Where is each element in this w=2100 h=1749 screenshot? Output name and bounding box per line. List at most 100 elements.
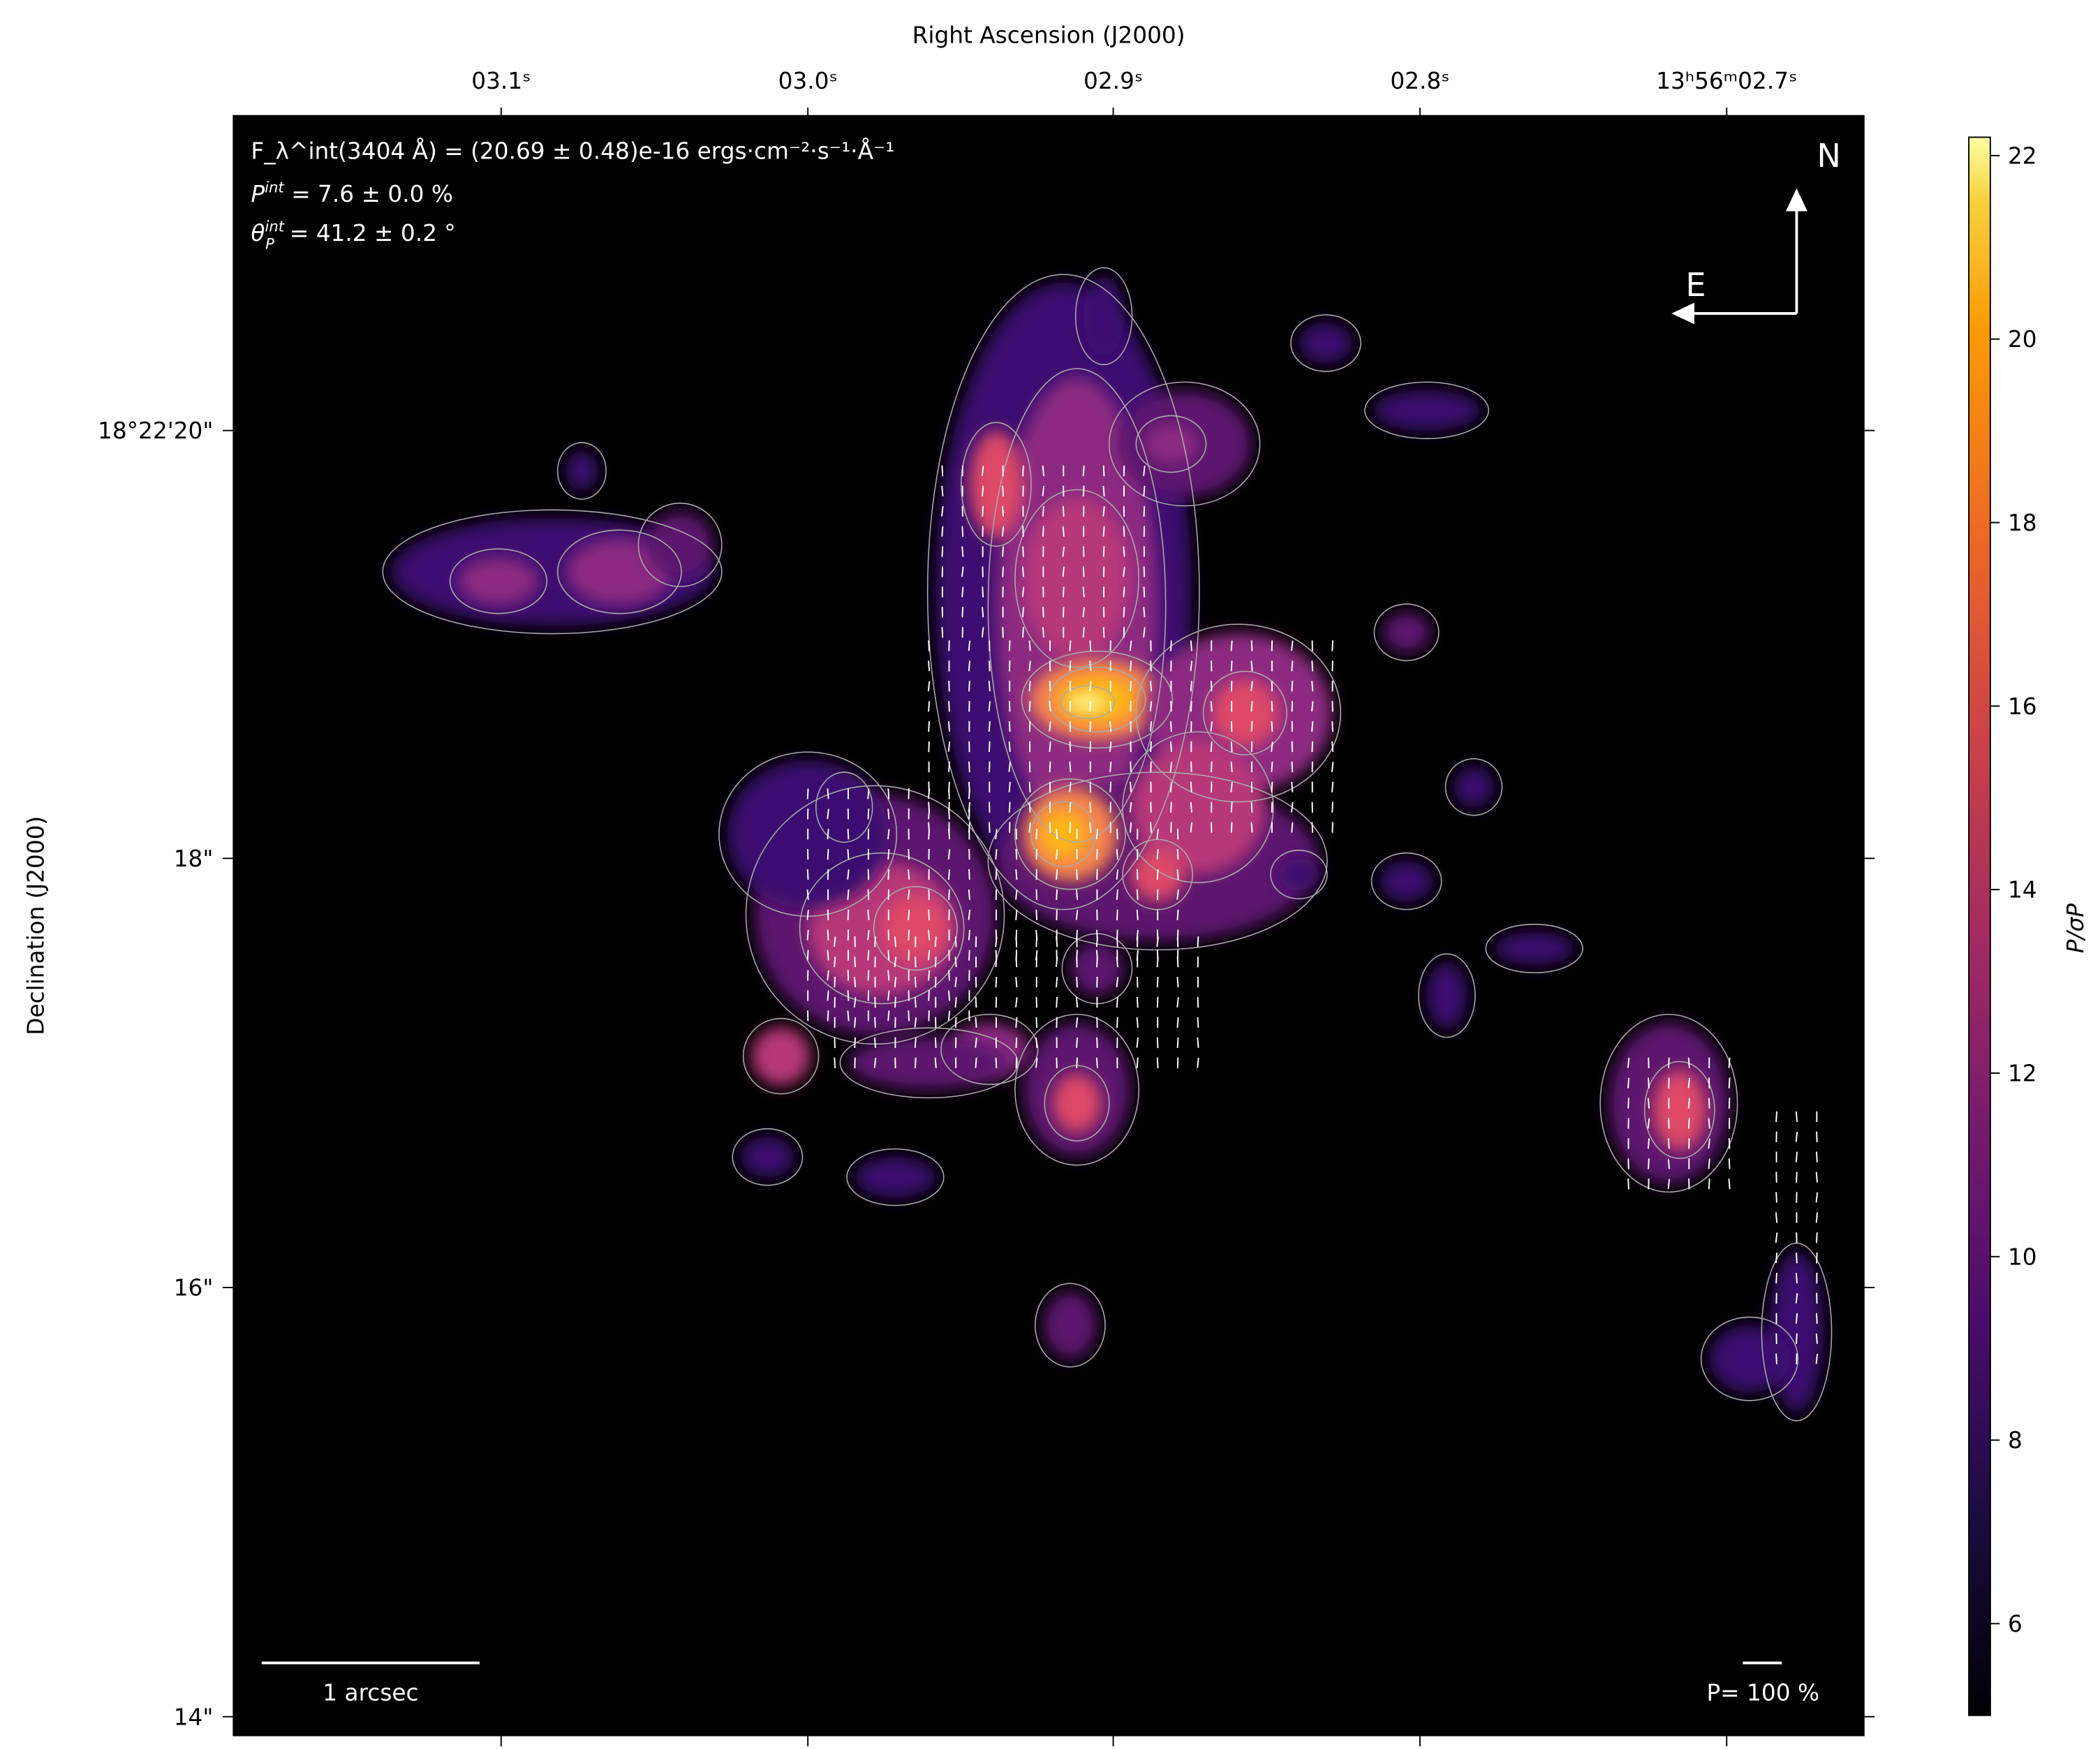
contour-line [1109,381,1261,507]
polarization-vector [887,829,890,840]
polarization-vector [1775,1192,1777,1203]
polarization-vector [894,996,896,1008]
polarization-vector [1049,721,1051,732]
polarization-vector [988,701,991,711]
polarization-vector [1796,1253,1798,1264]
polarization-vector [941,505,944,517]
polarization-vector [853,997,857,1008]
emission-region [1373,390,1481,431]
emission-region [1068,694,1107,711]
polarization-vector [1130,761,1132,772]
emission-region [1454,767,1494,808]
polarization-vector [1331,640,1334,651]
contour-layer [382,267,1833,1422]
polarization-vector [1210,701,1213,712]
contour-line [926,274,1200,910]
colorbar-label: P/σP [2062,903,2089,954]
polarization-vector [1190,661,1193,672]
polarization-vector [1102,485,1105,496]
contour-line [1761,1242,1833,1422]
polarization-vector [1331,741,1334,752]
polarization-vector [894,936,896,947]
polarization-vector [1795,1293,1798,1304]
vector-scale-label: P= 100 % [1706,1680,1819,1706]
polarization-vector [1116,849,1118,860]
contour-line [846,1148,945,1206]
polarization-vector [1136,996,1139,1008]
contour-line [961,422,1032,547]
polarization-vector [1230,781,1233,792]
polarization-vector [1708,1098,1710,1109]
polarization-vector [1197,1057,1199,1068]
polarization-vector [1102,526,1105,537]
colorbar-tick-label: 20 [2008,326,2037,353]
polarization-vector [1197,1017,1199,1028]
polarization-vector [1136,1038,1139,1048]
polarization-vector [1627,1179,1629,1190]
polarization-vector [1627,1098,1629,1109]
contour-line [987,368,1167,843]
polarization-vector [847,909,850,920]
heatmap-layer [390,276,1824,1413]
polarization-vector [1627,1077,1630,1088]
polarization-vector [981,627,984,638]
polarization-vector [887,1010,890,1021]
contour-line [1290,314,1361,372]
contour-line [1014,489,1139,668]
contour-line [1418,953,1476,1038]
polarization-vector [827,929,829,940]
polarization-vector [1035,929,1038,940]
polarization-vector [1250,661,1253,672]
polarization-vector [1136,950,1139,961]
polarization-vector [1062,526,1065,537]
polarization-vector [1331,721,1334,732]
polarization-vector [867,929,870,940]
polarization-vector [914,1037,917,1048]
polarization-vector [961,526,964,537]
polarization-vector [1123,526,1125,537]
emission-region [646,511,714,579]
emission-region [1426,961,1467,1030]
polarization-vector [1123,566,1125,577]
emission-region [1043,1291,1097,1359]
contour-line [449,548,548,614]
polarization-vector [1109,700,1112,712]
polarization-vector [1176,1017,1179,1028]
polarization-vector [1069,822,1072,833]
polarization-annotation: Pint = 7.6 ± 0.0 % [251,179,453,207]
contour-line [873,886,958,971]
contour-line [1643,1061,1715,1159]
polarization-vector [834,977,836,988]
contour-line [839,1027,1019,1099]
polarization-vector [1176,977,1179,988]
polarization-vector [907,890,910,900]
polarization-vector [961,607,964,618]
polarization-vector [975,1057,977,1068]
colorbar-tick-label: 16 [2008,693,2037,720]
polarization-vector [1116,869,1119,880]
polarization-vector [968,889,970,900]
colorbar-tick-label: 14 [2008,877,2037,903]
polarization-vector [1042,627,1044,638]
polarization-vector [914,997,917,1008]
polarization-vector [1129,640,1132,651]
polarization-vector [1136,929,1139,940]
polarization-vector [1271,700,1273,712]
polarization-vector [968,661,970,672]
polarization-vector [927,788,931,799]
polarization-vector [1136,909,1139,920]
polarization-vector [914,977,917,988]
polarization-vector [1176,909,1179,920]
polarization-vector [1775,1232,1778,1244]
emission-region [969,430,1023,538]
contour-line [382,509,723,635]
polarization-vector [961,586,964,598]
emission-region [1211,679,1279,747]
polarization-vector [1062,566,1065,577]
polarization-vector [1123,607,1125,618]
polarization-vector [1028,640,1031,651]
polarization-vector [1116,909,1118,920]
polarization-vector [1056,869,1058,880]
contour-line [799,852,965,1005]
polarization-vector [1647,1138,1650,1149]
